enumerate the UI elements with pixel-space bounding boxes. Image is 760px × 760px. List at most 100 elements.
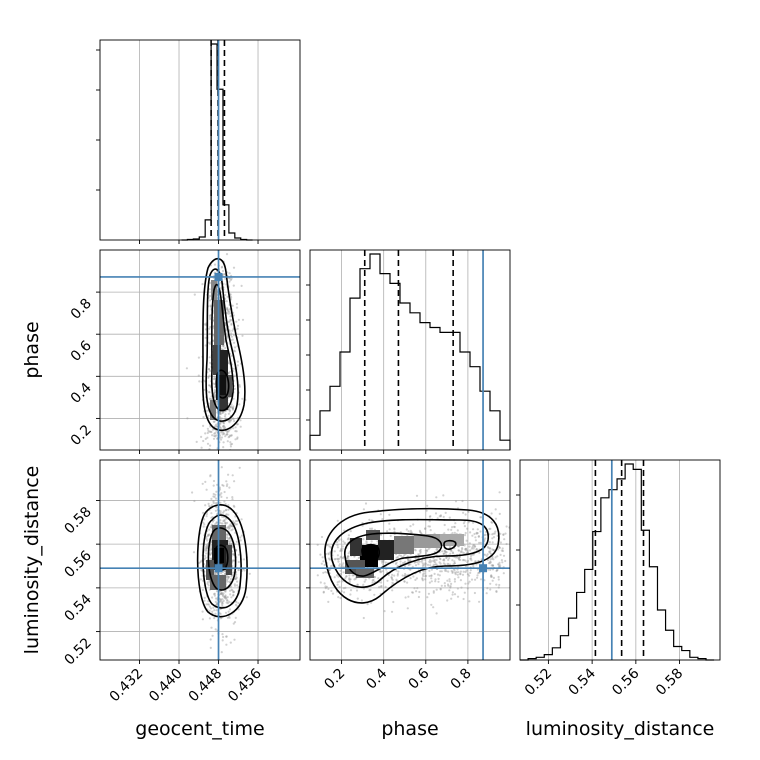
sample-point [230,575,233,578]
sample-point [445,556,448,559]
sample-point [488,547,491,550]
sample-point [235,540,238,543]
sample-point [235,306,239,309]
sample-point [328,568,332,571]
sample-point [504,559,507,563]
sample-point [401,574,404,577]
sample-point [232,397,235,400]
sample-point [232,590,235,593]
sample-point [424,527,427,530]
sample-point [437,577,440,581]
sample-point [215,603,218,606]
sample-point [233,621,237,624]
sample-point [382,559,385,563]
sample-point [435,588,438,591]
sample-point [209,398,212,401]
density-cell [350,538,362,556]
x-tick-label-geocent_time: 0.440 [146,666,186,706]
sample-point [230,323,233,326]
density-cell [216,375,226,400]
sample-point [208,528,211,531]
sample-point [213,617,216,620]
sample-point [236,580,239,583]
sample-point [403,560,407,563]
sample-point [421,573,425,576]
sample-point [462,570,465,573]
sample-point [487,546,490,550]
sample-point [409,525,412,528]
sample-point [237,318,240,321]
sample-point [229,523,232,526]
sample-point [505,525,508,528]
sample-point [349,530,352,533]
sample-point [442,552,445,556]
sample-point [459,551,463,554]
sample-point [222,592,225,595]
sample-point [228,524,231,527]
sample-point [387,573,390,577]
truth-marker [214,564,223,573]
sample-point [228,272,231,275]
sample-point [232,520,235,523]
contour-level-2 [324,507,500,604]
sample-point [373,575,376,579]
sample-point [229,443,232,446]
sample-point [211,610,214,613]
sample-point [230,596,233,599]
sample-point [210,516,213,519]
y-tick-label-phase: 0.2 [68,422,95,449]
sample-point [220,492,223,495]
sample-point [225,513,228,516]
sample-point [497,563,500,566]
sample-point [499,553,502,557]
sample-point [489,568,492,572]
sample-point [210,497,213,500]
sample-point [489,550,492,553]
sample-point [349,593,352,596]
sample-point [447,528,450,531]
sample-point [229,334,232,337]
sample-point [496,555,499,558]
sample-point [379,513,382,516]
sample-point [456,573,459,576]
sample-point [340,548,343,551]
sample-point [468,600,471,603]
sample-point [208,327,211,330]
sample-point [229,419,232,422]
sample-point [462,558,466,562]
sample-point [227,309,230,312]
sample-point [205,535,208,538]
axes-frame [309,249,511,451]
sample-point [381,570,384,573]
sample-point [428,574,431,578]
sample-point [227,407,230,410]
sample-point [209,553,212,556]
sample-point [225,635,228,638]
sample-point [214,423,218,426]
sample-point [219,411,222,414]
sample-point [494,556,497,559]
sample-point [214,600,217,604]
sample-point [422,563,425,566]
density-cell [210,400,216,420]
sample-point [494,530,497,533]
sample-point [228,615,231,618]
sample-point [226,440,229,443]
sample-point [227,508,230,511]
sample-point [214,493,217,496]
sample-point [424,549,427,552]
sample-point [225,496,229,499]
sample-point [353,578,356,581]
sample-point [495,569,498,572]
sample-point [457,576,460,579]
axes-frame [99,249,301,451]
sample-point [504,532,507,535]
sample-point [457,549,460,552]
sample-point [461,499,464,503]
sample-point [228,421,231,424]
sample-point [435,548,438,551]
sample-point [228,541,231,545]
sample-point [227,473,230,476]
sample-point [226,599,229,602]
sample-point [208,384,211,387]
